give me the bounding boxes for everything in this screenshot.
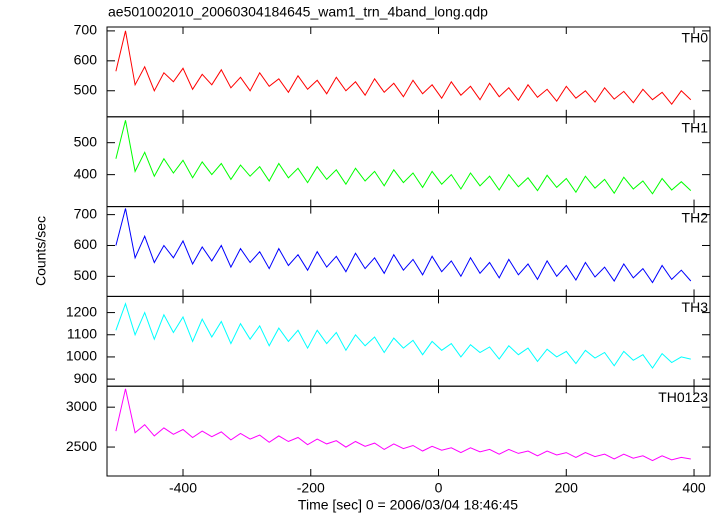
data-line [115,208,692,284]
x-tick-label: -400 [169,480,197,496]
series-label: TH2 [682,209,709,225]
panel-frame [106,206,711,297]
panel-frame [106,26,711,118]
x-tick-label: 0 [435,480,443,496]
y-tick-label: 1200 [66,303,97,319]
y-tick-label: 2500 [66,438,97,454]
y-tick-label: 500 [74,81,98,97]
panel-frame [106,116,711,208]
y-tick-label: 700 [74,22,98,38]
y-tick-label: 1000 [66,348,97,364]
series-label: TH1 [682,120,709,136]
y-tick-label: 1100 [67,325,97,341]
y-tick-label: 900 [74,370,98,386]
y-tick-label: 500 [74,133,98,149]
y-tick-label: 600 [74,236,98,252]
y-tick-label: 600 [74,52,98,68]
y-tick-label: 400 [74,165,98,181]
data-line [115,302,691,369]
x-axis-label: Time [sec] 0 = 2006/03/04 18:46:45 [298,497,518,513]
data-line [115,30,692,106]
x-tick-label: -200 [297,480,325,496]
series-label: TH0123 [658,389,708,405]
data-line [115,120,692,195]
x-tick-label: 400 [682,480,706,496]
y-axis-label: Counts/sec [33,216,49,286]
x-tick-label: 200 [555,480,579,496]
series-label: TH3 [682,299,709,315]
y-tick-label: 700 [74,205,98,221]
data-line [115,388,691,462]
series-label: TH0 [682,30,709,46]
panel-frame [106,295,711,387]
y-tick-label: 3000 [66,398,97,414]
panel-frame [106,385,711,477]
chart-title: ae501002010_20060304184645_wam1_trn_4ban… [108,4,488,20]
y-tick-label: 500 [74,267,98,283]
